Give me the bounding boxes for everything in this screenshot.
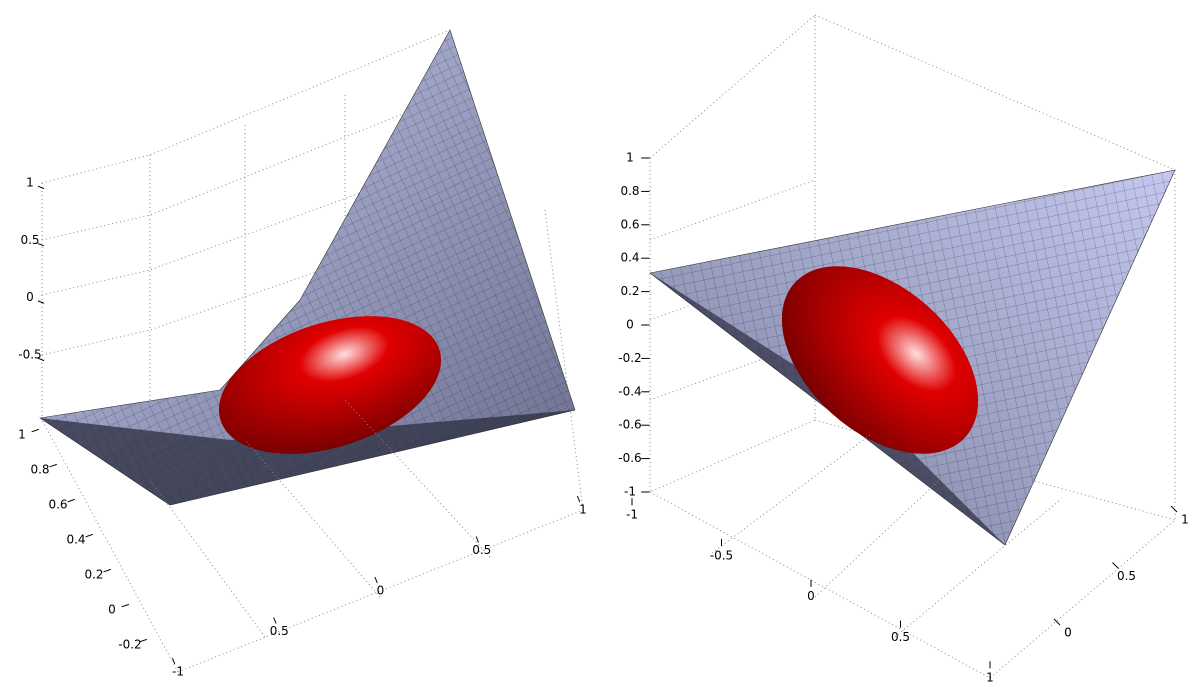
z-tick-mark <box>37 357 45 362</box>
z-tick-label: 0.5 <box>20 233 39 247</box>
x-tick-mark <box>475 536 480 543</box>
y-tick-label: 0.5 <box>1117 569 1136 583</box>
z-tick-label: -1 <box>624 485 636 499</box>
y-tick-mark <box>31 428 39 433</box>
x-tick-mark <box>576 495 581 503</box>
z-tick-label: -0.6 <box>618 451 641 465</box>
x-tick-mark <box>374 576 378 584</box>
z-tick-label: 0.4 <box>620 251 639 265</box>
x-tick-label: 1 <box>579 503 587 517</box>
y-tick-label: -0.2 <box>118 638 141 652</box>
y-tick-mark <box>121 603 129 608</box>
z-tick-label: 0.8 <box>620 184 639 198</box>
x-tick-label: -1 <box>626 508 638 522</box>
z-tick-label: 1 <box>626 151 634 165</box>
y-tick-mark <box>1053 618 1061 626</box>
y-tick-label: 1 <box>18 428 26 442</box>
z-tick-label: 0.2 <box>620 284 639 298</box>
z-tick-label: -0.5 <box>18 348 41 362</box>
x-tick-label: 1 <box>986 671 994 685</box>
y-tick-label: 0.8 <box>30 463 49 477</box>
z-tick-label: -0.2 <box>618 351 641 365</box>
surface-mesh <box>40 30 575 505</box>
z-tick-label: -0.6 <box>618 418 641 432</box>
z-tick-label: -0.4 <box>618 384 641 398</box>
x-tick-label: -1 <box>172 665 184 679</box>
y-tick-mark <box>67 498 75 503</box>
x-tick-label: 0.5 <box>270 624 289 638</box>
y-tick-label: 0.4 <box>66 533 85 547</box>
grid-lines <box>649 14 1176 521</box>
ellipsoid <box>781 266 979 454</box>
x-tick-label: -0.5 <box>710 548 733 562</box>
y-tick-mark <box>49 463 57 468</box>
x-tick-mark <box>273 617 277 624</box>
x-tick-label: 0 <box>807 589 815 603</box>
x-tick-mark <box>171 657 176 665</box>
grid-box-right <box>649 14 1176 521</box>
y-tick-label: 0 <box>1064 626 1072 640</box>
x-tick-label: 0.5 <box>472 543 491 557</box>
z-tick-mark <box>37 300 45 304</box>
y-tick-mark <box>139 638 147 643</box>
x-tick-label: 0 <box>377 584 385 598</box>
ellipsoid <box>218 316 442 454</box>
z-tick-label: 0 <box>26 290 34 304</box>
y-tick-mark <box>1170 505 1178 513</box>
y-tick-label: 0 <box>108 603 116 617</box>
x-tick-label: 0.5 <box>891 630 910 644</box>
z-tick-label: 1 <box>26 176 34 190</box>
surface-shadow <box>40 410 575 505</box>
y-tick-mark <box>1112 562 1119 569</box>
y-tick-mark <box>85 533 93 538</box>
y-tick-label: 1 <box>1181 513 1189 527</box>
z-tick-mark <box>37 243 45 247</box>
y-tick-label: 0.6 <box>48 498 67 512</box>
z-tick-label: 0 <box>626 318 634 332</box>
y-tick-label: 0.2 <box>84 568 103 582</box>
z-tick-mark <box>37 185 45 190</box>
y-tick-mark <box>103 568 111 573</box>
z-tick-label: 0.6 <box>620 217 639 231</box>
